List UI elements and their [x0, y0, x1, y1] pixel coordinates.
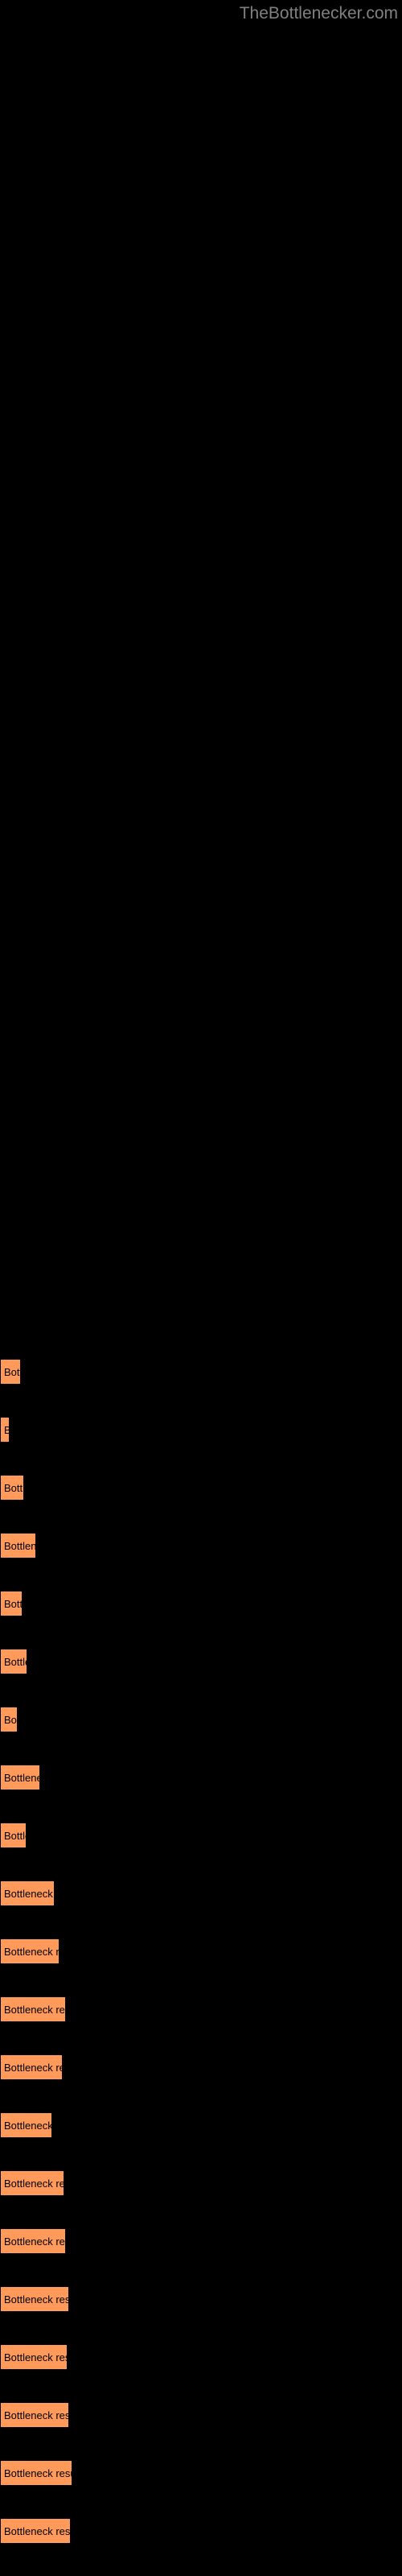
bar-row: Bottleneck result	[0, 2402, 402, 2428]
chart-bar: B	[0, 1417, 10, 1443]
bar-row: Bottleneck result	[0, 2344, 402, 2370]
bar-row: Bottleneck resu	[0, 1938, 402, 1964]
bar-row: Bottle	[0, 1359, 402, 1385]
chart-bar: Bottleneck result	[0, 2402, 69, 2428]
chart-bar: Bottleneck result	[0, 2228, 66, 2254]
bar-row: Bottleneck result	[0, 2228, 402, 2254]
bar-row: Bottleneck resul	[0, 2054, 402, 2080]
bar-row: Bottleneck re	[0, 2112, 402, 2138]
bar-row: Bottle	[0, 1591, 402, 1616]
watermark-text: TheBottlenecker.com	[240, 4, 398, 23]
chart-bar: Bottleneck re	[0, 2112, 52, 2138]
chart-bar: Bottleneck res	[0, 1880, 55, 1906]
bar-row: Bottleneck result	[0, 2460, 402, 2486]
bar-row: Bott	[0, 1707, 402, 1732]
chart-bar: Bottleneck result	[0, 2286, 69, 2312]
bar-row: Bottlen	[0, 1823, 402, 1848]
chart-bar: Bottleneck	[0, 1765, 40, 1790]
bar-row: Bottleneck	[0, 1533, 402, 1558]
chart-bar: Bottleneck result	[0, 2344, 68, 2370]
chart-bar: Bottleneck resu	[0, 1938, 59, 1964]
bar-row: Bottler	[0, 1475, 402, 1501]
chart-bar: Bottle	[0, 1591, 23, 1616]
bar-row: Bottleneck result	[0, 2170, 402, 2196]
chart-bar: Bottleneck result	[0, 1996, 66, 2022]
chart-bar: Bott	[0, 1707, 18, 1732]
chart-bar: Bottlene	[0, 1649, 27, 1674]
chart-bar: Bottle	[0, 1359, 21, 1385]
chart-container: Bottle AB Bottler Bottleneck Bottle Bottlene B…	[0, 1359, 402, 2576]
chart-bar: Bottleneck	[0, 1533, 36, 1558]
chart-bar: Bottleneck result	[0, 2518, 71, 2544]
axis-label: A	[2, 1406, 7, 1415]
chart-bar: Bottler	[0, 1475, 24, 1501]
bar-row: Bottleneck result	[0, 1996, 402, 2022]
bar-row: Bottleneck	[0, 1765, 402, 1790]
chart-bar: Bottleneck result	[0, 2170, 64, 2196]
chart-bar: Bottleneck result	[0, 2460, 72, 2486]
bar-row: Bottleneck result	[0, 2518, 402, 2544]
bar-row: AB	[0, 1417, 402, 1443]
chart-bar: Bottleneck resul	[0, 2054, 63, 2080]
bar-row: Bottleneck res	[0, 1880, 402, 1906]
bar-row: Bottleneck result	[0, 2286, 402, 2312]
bar-row: Bottlene	[0, 1649, 402, 1674]
chart-bar: Bottlen	[0, 1823, 27, 1848]
